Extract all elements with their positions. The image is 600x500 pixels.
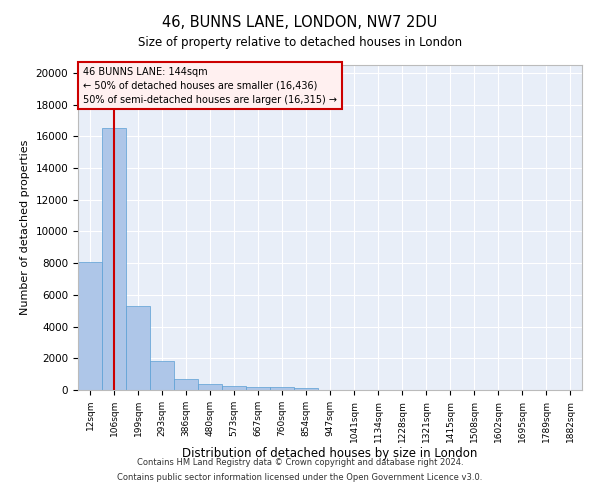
Text: Contains public sector information licensed under the Open Government Licence v3: Contains public sector information licen… [118, 473, 482, 482]
Bar [78, 262, 102, 390]
Y-axis label: Number of detached properties: Number of detached properties [20, 140, 30, 315]
Bar [126, 306, 150, 390]
Bar [150, 360, 174, 390]
Bar [270, 388, 294, 390]
Bar [174, 379, 198, 390]
Text: 46 BUNNS LANE: 144sqm
← 50% of detached houses are smaller (16,436)
50% of semi-: 46 BUNNS LANE: 144sqm ← 50% of detached … [83, 66, 337, 104]
Bar [246, 386, 270, 390]
Bar [198, 384, 222, 390]
Text: Contains HM Land Registry data © Crown copyright and database right 2024.: Contains HM Land Registry data © Crown c… [137, 458, 463, 467]
X-axis label: Distribution of detached houses by size in London: Distribution of detached houses by size … [182, 448, 478, 460]
Text: 46, BUNNS LANE, LONDON, NW7 2DU: 46, BUNNS LANE, LONDON, NW7 2DU [163, 15, 437, 30]
Bar [102, 128, 126, 390]
Bar [222, 386, 246, 390]
Text: Size of property relative to detached houses in London: Size of property relative to detached ho… [138, 36, 462, 49]
Bar [294, 388, 318, 390]
